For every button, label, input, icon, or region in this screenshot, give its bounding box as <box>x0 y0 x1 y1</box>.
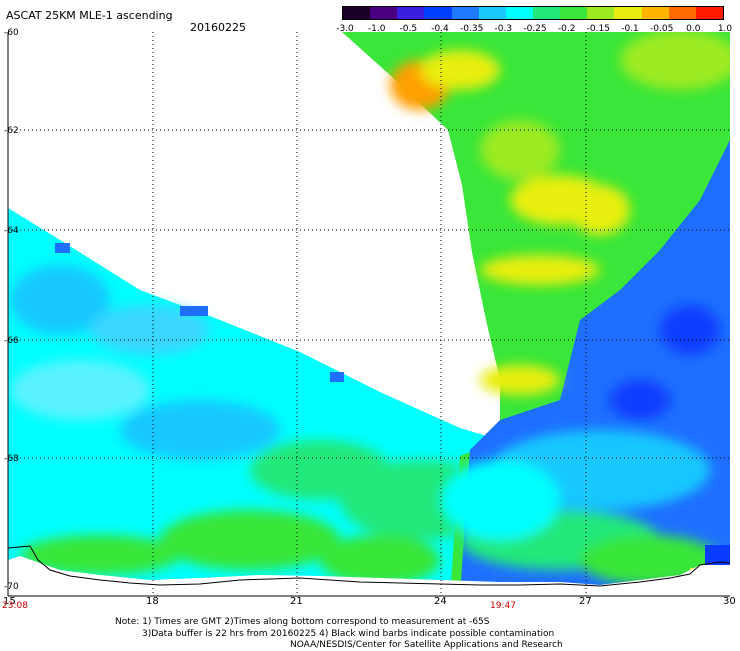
colorbar-swatch <box>668 7 696 19</box>
coastline <box>8 545 730 587</box>
colorbar-swatch <box>695 7 723 19</box>
x-label-21: 21 <box>290 596 303 607</box>
colorbar-swatch <box>397 7 425 19</box>
colorbar-tick-label: -0.2 <box>557 24 576 34</box>
footnote-line-1: Note: 1) Times are GMT 2)Times along bot… <box>115 617 490 627</box>
colorbar-swatch <box>343 7 371 19</box>
colorbar-tick-label: -1.0 <box>367 24 386 34</box>
x-label-15: 15 <box>3 596 16 607</box>
colorbar-swatch <box>424 7 452 19</box>
x-label-30: 30 <box>723 596 736 607</box>
colorbar-tick-label: -3.0 <box>336 24 354 34</box>
colorbar-tick-label: 1.0 <box>717 24 733 34</box>
colorbar-swatch <box>560 7 588 19</box>
x-label-27: 27 <box>579 596 592 607</box>
colorbar-tick-label: -0.4 <box>431 24 449 34</box>
footnote-line-2: 3)Data buffer is 22 hrs from 20160225 4)… <box>142 629 555 639</box>
colorbar-ticks: -3.0 -1.0 -0.5 -0.4 -0.35 -0.3 -0.25 -0.2 -0.15 -… <box>330 24 733 36</box>
colorbar-swatch <box>641 7 669 19</box>
colorbar-swatch <box>370 7 398 19</box>
colorbar-tick-label: -0.25 <box>523 24 547 34</box>
colorbar-tick-label: -0.35 <box>460 24 484 34</box>
time-label-mid: 19:47 <box>490 601 516 611</box>
colorbar <box>342 6 724 20</box>
x-label-24: 24 <box>434 596 447 607</box>
y-label-60: -60 <box>4 28 19 38</box>
colorbar-tick-label: -0.15 <box>586 24 610 34</box>
colorbar-swatch <box>505 7 533 19</box>
y-label-68: -68 <box>4 454 19 464</box>
y-label-70: -70 <box>4 582 19 592</box>
map-title: ASCAT 25KM MLE-1 ascending <box>6 9 173 22</box>
colorbar-swatch <box>587 7 615 19</box>
land-area <box>8 556 730 596</box>
x-label-18: 18 <box>146 596 159 607</box>
colorbar-tick-label: -0.3 <box>494 24 513 34</box>
time-label-left: 23:08 <box>2 601 28 611</box>
swath-right <box>342 32 730 596</box>
colorbar-tick-label: 0.0 <box>686 24 701 34</box>
colorbar-swatch <box>614 7 642 19</box>
y-label-66: -66 <box>4 336 19 346</box>
colorbar-swatch <box>532 7 561 19</box>
swath-left <box>8 208 500 596</box>
colorbar-swatch <box>478 7 506 19</box>
map-date: 20160225 <box>190 21 246 34</box>
y-label-62: -62 <box>4 126 19 136</box>
colorbar-tick-label: -0.1 <box>621 24 639 34</box>
colorbar-tick-label: -0.5 <box>399 24 418 34</box>
colorbar-tick-label: -0.05 <box>650 24 674 34</box>
colorbar-swatch <box>451 7 479 19</box>
axes-frame <box>7 32 730 597</box>
y-label-64: -64 <box>4 226 19 236</box>
graticule <box>8 32 730 596</box>
footnote-credit: NOAA/NESDIS/Center for Satellite Applica… <box>290 640 563 650</box>
